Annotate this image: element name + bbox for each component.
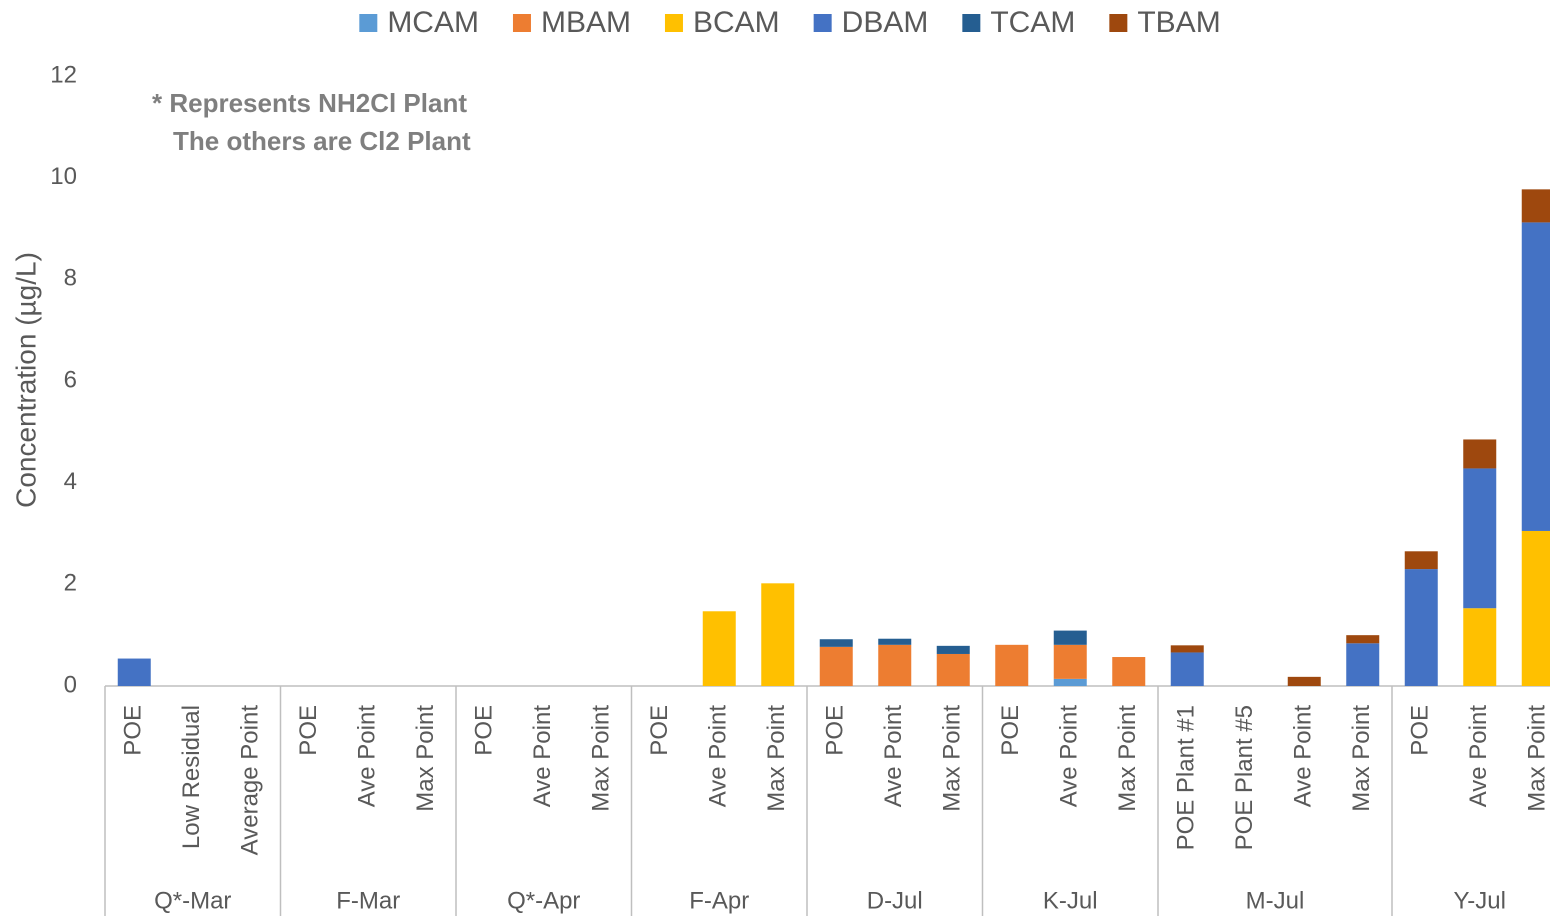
x-tick-label: POE xyxy=(1407,705,1434,756)
bar-segment xyxy=(1112,657,1146,686)
x-tick-label: POE xyxy=(646,705,673,756)
legend-label: DBAM xyxy=(842,6,929,39)
y-tick-label: 12 xyxy=(50,61,77,88)
legend-swatch xyxy=(1109,14,1128,32)
bar-segment xyxy=(1053,678,1087,686)
group-label: D-Jul xyxy=(867,887,923,914)
legend-label: TBAM xyxy=(1137,6,1220,39)
group-label: F-Mar xyxy=(336,887,400,914)
x-tick-label: Average Point xyxy=(237,705,264,856)
bar-segment xyxy=(878,644,912,686)
bar-segment xyxy=(1346,635,1380,644)
annotation: * Represents NH2Cl Plant xyxy=(152,88,467,118)
x-tick-label: Max Point xyxy=(763,705,790,812)
legend-swatch xyxy=(962,14,981,32)
y-tick-label: 10 xyxy=(50,163,77,190)
legend-swatch xyxy=(359,14,378,32)
x-tick-label: POE xyxy=(822,705,849,756)
bar-segment xyxy=(1346,643,1380,686)
y-tick-label: 0 xyxy=(64,671,77,698)
bar-segment xyxy=(819,639,853,647)
y-tick-label: 8 xyxy=(64,265,77,292)
y-tick-label: 4 xyxy=(64,468,77,495)
bar-segment xyxy=(117,658,151,686)
x-tick-label: POE Plant #1 xyxy=(1173,705,1200,850)
x-tick-label: Ave Point xyxy=(880,705,907,808)
legend-label: MCAM xyxy=(387,6,479,39)
x-tick-label: Max Point xyxy=(412,705,439,812)
legend-label: BCAM xyxy=(693,6,780,39)
x-tick-label: Low Residual xyxy=(178,705,205,849)
bar-segment xyxy=(1521,222,1550,531)
x-tick-label: Max Point xyxy=(588,705,615,812)
x-tick-label: Max Point xyxy=(1524,705,1550,812)
legend-label: MBAM xyxy=(541,6,631,39)
bar-segment xyxy=(1170,645,1204,653)
bar-segment xyxy=(936,645,970,654)
bar-segment xyxy=(819,646,853,686)
bar-segment xyxy=(1463,439,1497,469)
x-tick-label: Max Point xyxy=(1114,705,1141,812)
legend-swatch xyxy=(664,14,683,32)
legend-swatch xyxy=(813,14,832,32)
x-tick-label: Ave Point xyxy=(1056,705,1083,808)
y-tick-label: 6 xyxy=(64,366,77,393)
x-tick-label: Ave Point xyxy=(1465,705,1492,808)
x-tick-label: Ave Point xyxy=(529,705,556,808)
group-label: F-Apr xyxy=(689,887,749,914)
group-label: Q*-Mar xyxy=(154,887,231,914)
legend-label: TCAM xyxy=(990,6,1075,39)
bar-segment xyxy=(1287,676,1321,686)
bar-segment xyxy=(1521,530,1550,686)
bar-segment xyxy=(1404,551,1438,570)
x-tick-label: Max Point xyxy=(939,705,966,812)
bar-segment xyxy=(761,583,795,686)
x-tick-label: POE xyxy=(295,705,322,756)
bar-segment xyxy=(878,638,912,645)
y-tick-label: 2 xyxy=(64,570,77,597)
x-tick-label: Max Point xyxy=(1348,705,1375,812)
y-axis-label: Concentration (µg/L) xyxy=(10,252,41,508)
group-label: K-Jul xyxy=(1043,887,1098,914)
x-tick-label: POE xyxy=(471,705,498,756)
group-label: Q*-Apr xyxy=(507,887,580,914)
x-tick-label: Ave Point xyxy=(1290,705,1317,808)
bar-segment xyxy=(1170,652,1204,686)
bar-segment xyxy=(1463,468,1497,609)
x-tick-label: POE xyxy=(120,705,147,756)
bar-segment xyxy=(1404,569,1438,686)
annotation: The others are Cl2 Plant xyxy=(173,126,471,156)
bar-segment xyxy=(936,653,970,686)
bar-segment xyxy=(1521,189,1550,223)
x-tick-label: Ave Point xyxy=(705,705,732,808)
group-label: M-Jul xyxy=(1246,887,1305,914)
x-tick-label: POE xyxy=(997,705,1024,756)
bar-segment xyxy=(702,611,736,686)
bar-segment xyxy=(1053,644,1087,679)
bar-segment xyxy=(995,644,1029,686)
x-tick-label: POE Plant #5 xyxy=(1231,705,1258,850)
bar-segment xyxy=(1463,608,1497,686)
group-label: Y-Jul xyxy=(1454,887,1506,914)
x-tick-label: Ave Point xyxy=(354,705,381,808)
bar-segment xyxy=(1053,630,1087,645)
legend-swatch xyxy=(512,14,531,32)
